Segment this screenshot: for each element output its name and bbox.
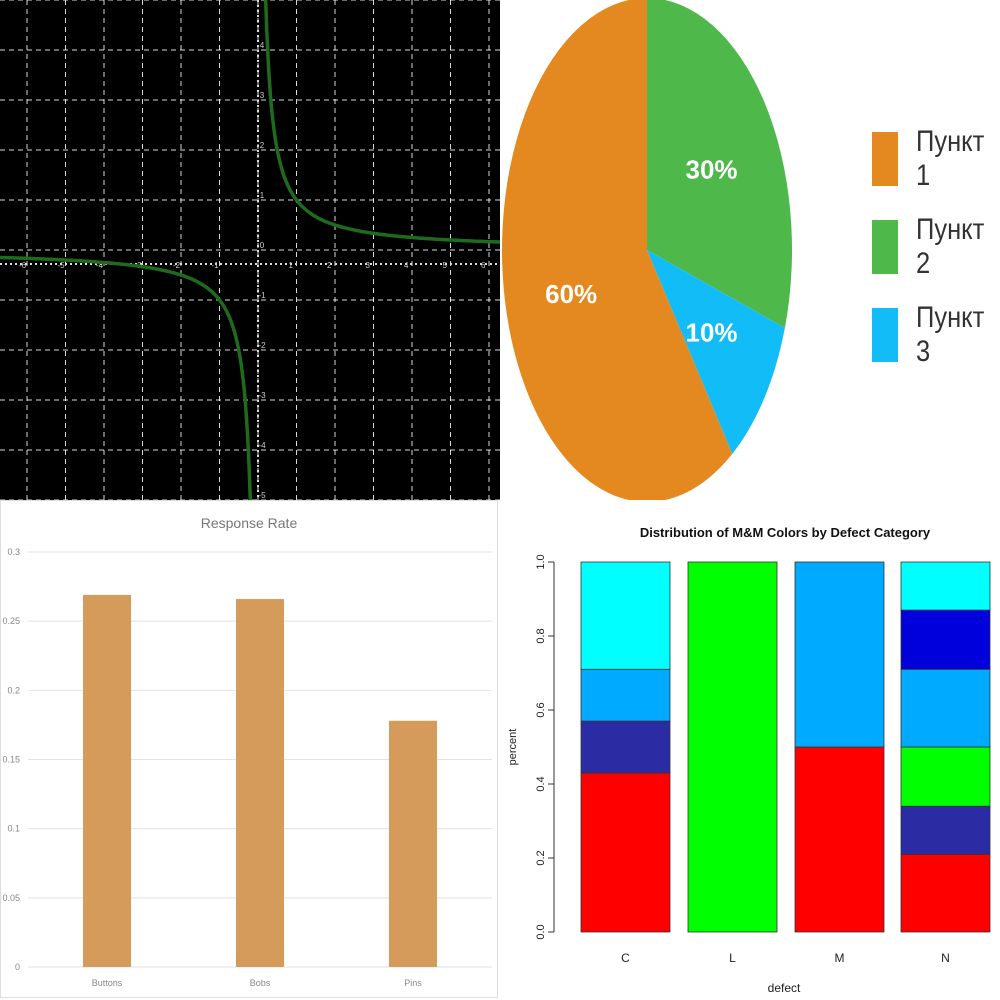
legend-item-2: Пункт 2: [872, 213, 1000, 280]
y-tick-label: 1: [260, 191, 265, 200]
pie-legend: Пункт 1 Пункт 2 Пункт 3: [872, 125, 1000, 396]
y-tick-label: 0.8: [535, 628, 547, 643]
y-tick-label: 0.6: [535, 702, 547, 717]
legend-item-3: Пункт 3: [872, 301, 1000, 368]
stack-segment-n-1: [900, 853, 991, 933]
y-tick-label: 0.4: [535, 776, 547, 791]
y-tick-label: 0.15: [2, 755, 20, 765]
y-tick-label: -5: [258, 491, 266, 500]
x-tick-label: -4: [96, 261, 104, 270]
x-axis-label: defect: [768, 981, 801, 995]
stack-segment-c-1: [580, 772, 671, 933]
hyperbola-chart: -6 -5 -4 -3 -2 -1 1 2 3 4 5 6 -5 -4 -3 -2 -1 0 1 2 3 4: [0, 0, 500, 500]
x-tick-label: 1: [289, 261, 294, 270]
y-tick-label: 0.3: [7, 547, 20, 557]
x-tick-label: L: [729, 951, 736, 965]
stack-segment-n-2: [900, 805, 991, 855]
stack-segment-n-3: [900, 746, 991, 807]
x-tick-label: -6: [19, 261, 27, 270]
response-rate-plot: 0 0.05 0.1 0.15 0.2 0.25 0.3 Response Rate Butto…: [0, 500, 498, 998]
hyperbola-branch-negative: [0, 255, 253, 500]
legend-label-3: Пункт 3: [916, 301, 985, 368]
bar-pins: [389, 720, 437, 967]
x-tick-label: -1: [212, 261, 220, 270]
x-tick-label: 3: [366, 261, 371, 270]
stack-segment-m-1: [794, 746, 885, 933]
y-tick-label: 0.25: [2, 616, 20, 626]
y-tick-label: 2: [260, 141, 265, 150]
chart-title: Response Rate: [201, 515, 298, 531]
pie-slice-3: [647, 250, 785, 454]
mm-distribution-plot: Distribution of M&M Colors by Defect Cat…: [507, 525, 991, 995]
x-tick-label: -5: [58, 261, 66, 270]
mm-distribution-chart: Distribution of M&M Colors by Defect Cat…: [500, 500, 1000, 1000]
x-tick-label: M: [835, 951, 845, 965]
y-tick-label: 0.1: [7, 824, 20, 834]
x-tick-label: Pins: [404, 978, 422, 988]
pie-slice-label-3: 10%: [685, 317, 737, 347]
y-tick-label: 4: [260, 41, 265, 50]
stack-segment-m-2: [794, 561, 885, 748]
pie-plot: 30% 10% 60%: [501, 0, 792, 500]
stack-segment-c-3: [580, 668, 671, 722]
x-tick-label: Buttons: [92, 978, 123, 988]
hyperbola-branch-positive: [263, 0, 500, 244]
x-tick-label: 4: [404, 261, 409, 270]
stack-segment-c-2: [580, 720, 671, 774]
y-tick-label: -3: [258, 391, 266, 400]
pie-slice-label-2: 30%: [685, 155, 737, 185]
x-tick-label: 6: [481, 261, 486, 270]
legend-swatch-3: [872, 308, 899, 362]
stack-segment-n-5: [900, 609, 991, 670]
legend-label-2: Пункт 2: [916, 213, 985, 280]
stack-segment-n-4: [900, 668, 991, 748]
x-tick-label: 2: [327, 261, 332, 270]
x-tick-label: C: [621, 951, 630, 965]
bar-bobs: [236, 599, 284, 967]
x-tick-label: 5: [443, 261, 448, 270]
y-tick-label: 1.0: [535, 554, 547, 569]
stack-segment-l-1: [687, 561, 778, 933]
y-tick-label: 0.0: [535, 924, 547, 939]
stack-segment-n-6: [900, 561, 991, 611]
y-tick-label: 0.2: [535, 850, 547, 865]
y-tick-label: 0.05: [2, 893, 20, 903]
legend-item-1: Пункт 1: [872, 125, 1000, 192]
pie-slice-label-1: 60%: [545, 279, 597, 309]
y-tick-label: 0: [15, 962, 20, 972]
pie-slice-1: [501, 0, 733, 500]
response-rate-chart: 0 0.05 0.1 0.15 0.2 0.25 0.3 Response Rate Butto…: [0, 500, 500, 1000]
y-tick-label: 0.2: [7, 685, 20, 695]
y-tick-label: -1: [258, 291, 266, 300]
x-tick-label: N: [941, 951, 950, 965]
legend-label-1: Пункт 1: [916, 125, 985, 192]
x-tick-label: Bobs: [250, 978, 271, 988]
x-tick-label: -2: [173, 261, 181, 270]
stack-segment-c-4: [580, 561, 671, 670]
y-tick-label: 0: [260, 241, 265, 250]
y-tick-label: 3: [260, 91, 265, 100]
chart-border: [0, 500, 498, 998]
pie-chart: 30% 10% 60% Пункт 1 Пункт 2 Пункт 3: [500, 0, 1000, 500]
y-tick-label: -4: [258, 441, 266, 450]
y-tick-label: -2: [258, 341, 266, 350]
chart-title: Distribution of M&M Colors by Defect Cat…: [640, 525, 931, 540]
pie-slice-2: [647, 0, 792, 328]
legend-swatch-1: [872, 132, 899, 186]
legend-swatch-2: [872, 220, 899, 274]
bar-buttons: [83, 594, 131, 967]
y-axis-label: percent: [507, 729, 519, 766]
